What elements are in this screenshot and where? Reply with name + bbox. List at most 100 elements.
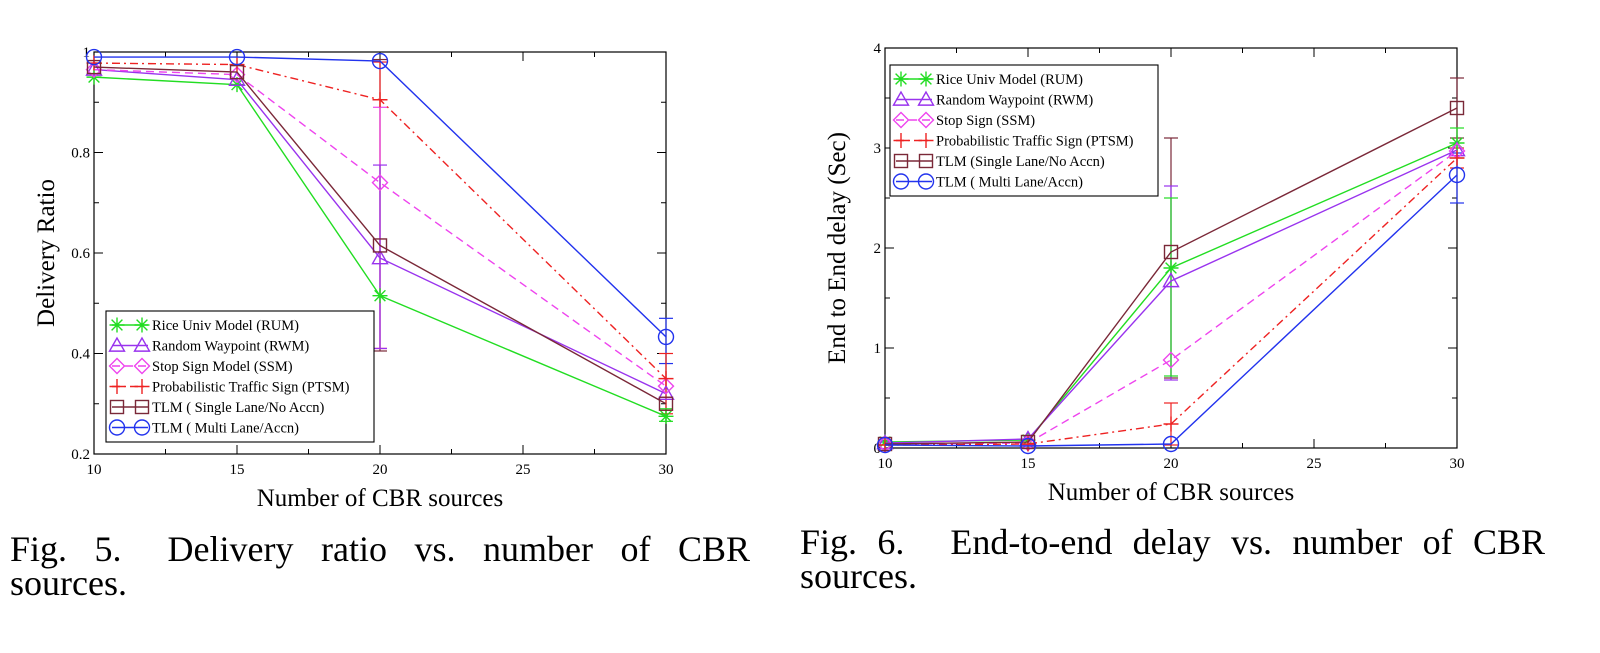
error-bar	[373, 164, 387, 350]
data-point	[86, 59, 102, 75]
x-tick-label: 20	[373, 462, 388, 478]
legend-label: TLM ( Multi Lane/Accn)	[936, 175, 1083, 191]
legend-entry: Random Waypoint (RWM)	[892, 90, 1093, 109]
legend-marker	[917, 173, 935, 190]
data-point	[85, 48, 103, 66]
data-point	[1019, 437, 1037, 455]
legend-label: Rice Univ Model (RUM)	[936, 72, 1083, 88]
data-point	[371, 174, 389, 192]
data-point	[371, 249, 389, 265]
legend-entry: Rice Univ Model (RUM)	[893, 71, 1083, 88]
y-tick-label: 1	[83, 45, 91, 61]
x-tick-label: 30	[659, 462, 674, 478]
legend-marker	[918, 71, 934, 87]
legend-marker	[108, 419, 126, 436]
figure-6-caption-label: Fig. 6.	[800, 522, 905, 562]
legend-entry: TLM (Single Lane/No Accn)	[893, 153, 1105, 170]
legend-marker	[893, 153, 909, 169]
data-point	[658, 371, 674, 387]
legend-marker	[892, 111, 910, 129]
legend: Rice Univ Model (RUM) Random Waypoint (RW…	[889, 64, 1159, 197]
legend-marker	[133, 419, 151, 436]
data-point	[1449, 100, 1465, 116]
x-tick-label: 25	[516, 462, 531, 478]
legend-label: TLM (Single Lane/No Accn)	[936, 154, 1105, 170]
legend-marker	[918, 153, 934, 169]
legend-marker	[917, 90, 935, 106]
legend-label: Random Waypoint (RWM)	[152, 339, 309, 355]
series-tlm-single-lane-no-accn	[877, 100, 1465, 452]
legend-marker	[109, 399, 125, 415]
legend-marker	[109, 317, 125, 333]
series-probabilistic-traffic-sign-ptsm	[86, 55, 674, 387]
legend-entry: TLM ( Single Lane/No Accn)	[109, 399, 325, 416]
y-tick-label: 1	[874, 341, 882, 357]
y-tick-label: 0.8	[71, 146, 90, 162]
legend-marker	[134, 317, 150, 333]
x-tick-label: 10	[87, 462, 102, 478]
series-line	[884, 149, 1458, 444]
series-tlm-multi-lane-accn	[876, 166, 1466, 455]
x-tick-label: 25	[1307, 456, 1322, 472]
data-point	[1163, 416, 1179, 432]
series-line	[93, 76, 667, 417]
series-line	[884, 107, 1458, 445]
figure-6-caption-text: End-to-end delay vs. number of CBR sourc…	[800, 522, 1545, 596]
data-point	[1162, 435, 1180, 453]
x-tick-label: 30	[1450, 456, 1465, 472]
data-point	[658, 396, 674, 411]
data-point	[1162, 351, 1180, 369]
figure-5-caption-text: Delivery ratio vs. number of CBR sources…	[10, 529, 750, 603]
x-axis-label: Number of CBR sources	[1048, 479, 1295, 506]
legend-marker	[918, 133, 934, 148]
legend-marker	[134, 379, 150, 394]
data-point	[228, 48, 246, 66]
series-line	[93, 62, 667, 380]
y-axis-label: End to End delay (Sec)	[824, 132, 851, 364]
figure-6-caption: Fig. 6. End-to-end delay vs. number of CB…	[800, 522, 1545, 596]
data-point	[372, 288, 388, 304]
legend-label: TLM ( Multi Lane/Accn)	[152, 421, 299, 437]
series-line	[884, 174, 1458, 447]
y-tick-label: 0.2	[71, 447, 90, 463]
legend-label: Probabilistic Traffic Sign (PTSM)	[936, 134, 1134, 150]
legend-marker	[108, 357, 126, 375]
data-point	[1162, 272, 1180, 288]
data-point	[876, 436, 894, 454]
legend-label: Stop Sign (SSM)	[936, 113, 1035, 129]
data-point	[657, 377, 675, 395]
x-axis-label: Number of CBR sources	[257, 485, 504, 512]
legend-label: Stop Sign Model (SSM)	[152, 359, 293, 375]
legend-marker	[893, 133, 909, 148]
series-line	[93, 68, 667, 387]
series-line	[93, 68, 667, 395]
data-point	[372, 92, 388, 108]
y-tick-label: 3	[874, 141, 882, 157]
legend-label: TLM ( Single Lane/No Accn)	[152, 400, 325, 416]
data-point	[1448, 166, 1466, 184]
figure-5-caption-label: Fig. 5.	[10, 529, 122, 569]
legend-entry: Probabilistic Traffic Sign (PTSM)	[109, 379, 350, 396]
legend-box	[105, 310, 375, 443]
legend-entry: Rice Univ Model (RUM)	[109, 317, 299, 334]
data-point	[229, 64, 245, 80]
legend-marker	[133, 357, 151, 375]
legend-marker	[108, 336, 126, 352]
legend-entry: TLM ( Multi Lane/Accn)	[108, 419, 299, 437]
legend-entry: Stop Sign Model (SSM)	[108, 357, 293, 375]
legend-marker	[133, 336, 151, 352]
data-point	[1163, 260, 1179, 276]
series-line	[94, 56, 667, 338]
data-point	[1163, 244, 1179, 260]
legend-box	[889, 64, 1159, 197]
y-tick-label: 0.4	[71, 347, 90, 363]
chart-1: 10 15 20 25 30 0.2 0.4 0.6 0.8 1 Number of CBR sou…	[33, 45, 675, 512]
data-point	[371, 52, 389, 70]
x-tick-label: 15	[230, 462, 245, 478]
x-tick-label: 15	[1021, 456, 1036, 472]
legend-marker	[917, 111, 935, 129]
legend-label: Probabilistic Traffic Sign (PTSM)	[152, 380, 350, 396]
data-point	[372, 238, 388, 253]
